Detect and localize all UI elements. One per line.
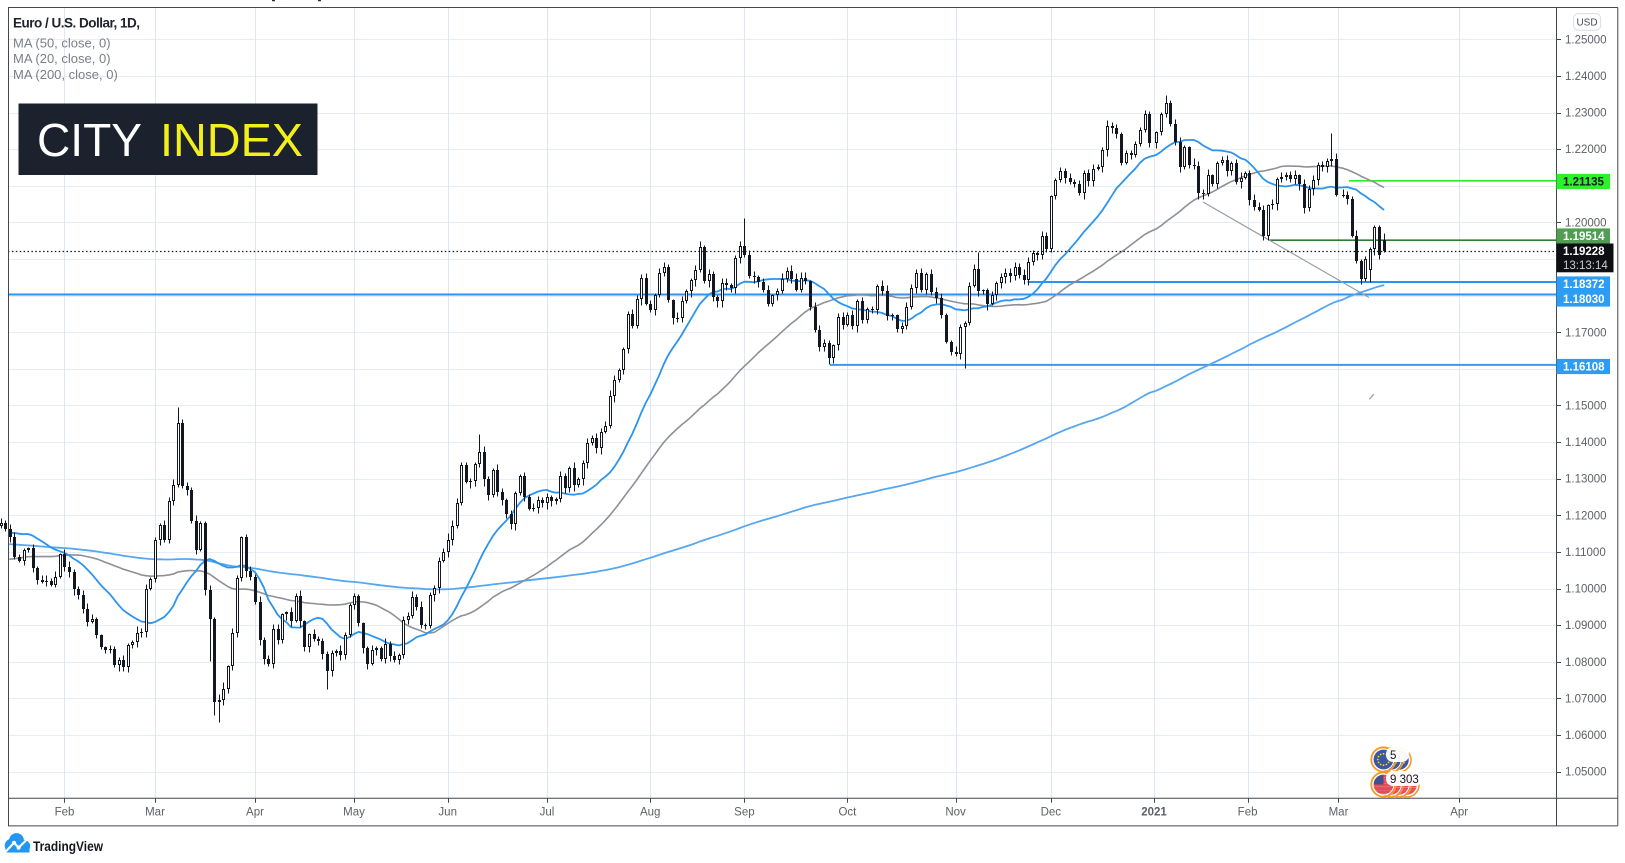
svg-text:Jun: Jun bbox=[438, 807, 457, 819]
svg-text:1.20000: 1.20000 bbox=[1565, 217, 1607, 229]
svg-text:1.08000: 1.08000 bbox=[1565, 657, 1607, 669]
svg-text:Sep: Sep bbox=[734, 807, 754, 819]
svg-text:2021: 2021 bbox=[1141, 807, 1167, 819]
svg-text:1.14000: 1.14000 bbox=[1565, 437, 1607, 449]
svg-text:1.12000: 1.12000 bbox=[1565, 510, 1607, 522]
svg-text:1.19514: 1.19514 bbox=[1563, 231, 1605, 243]
svg-text:Euro / U.S. Dollar, 1D,: Euro / U.S. Dollar, 1D, bbox=[13, 16, 140, 31]
svg-text:Oct: Oct bbox=[838, 807, 857, 819]
svg-text:1.23000: 1.23000 bbox=[1565, 108, 1607, 120]
svg-text:Jul: Jul bbox=[540, 807, 555, 819]
svg-text:Apr: Apr bbox=[246, 807, 264, 819]
svg-text:Aug: Aug bbox=[640, 807, 660, 819]
svg-text:Dec: Dec bbox=[1041, 807, 1062, 819]
svg-text:1.05000: 1.05000 bbox=[1565, 767, 1607, 779]
svg-text:May: May bbox=[343, 807, 365, 819]
svg-text:1.15000: 1.15000 bbox=[1565, 401, 1607, 413]
svg-text:MA (50, close, 0): MA (50, close, 0) bbox=[13, 36, 111, 51]
svg-text:1.22000: 1.22000 bbox=[1565, 144, 1607, 156]
svg-text:Mar: Mar bbox=[145, 807, 165, 819]
svg-text:Feb: Feb bbox=[1238, 807, 1258, 819]
svg-text:Apr: Apr bbox=[1450, 807, 1468, 819]
svg-text:TradingView: TradingView bbox=[33, 839, 104, 854]
svg-text:Mar: Mar bbox=[1329, 807, 1349, 819]
svg-text:1.09000: 1.09000 bbox=[1565, 620, 1607, 632]
svg-text:5: 5 bbox=[1390, 750, 1396, 762]
svg-text:1.24000: 1.24000 bbox=[1565, 71, 1607, 83]
svg-text:1.25000: 1.25000 bbox=[1565, 34, 1607, 46]
svg-text:1.11000: 1.11000 bbox=[1565, 547, 1606, 559]
svg-text:MA (200, close, 0): MA (200, close, 0) bbox=[13, 67, 118, 82]
svg-text:1.18030: 1.18030 bbox=[1563, 294, 1605, 306]
svg-text:1.18372: 1.18372 bbox=[1563, 279, 1605, 291]
svg-text:1.06000: 1.06000 bbox=[1565, 730, 1607, 742]
svg-text:1.13000: 1.13000 bbox=[1565, 474, 1607, 486]
svg-text:Feb: Feb bbox=[55, 807, 75, 819]
svg-text:9 303: 9 303 bbox=[1390, 774, 1419, 786]
svg-text:USD: USD bbox=[1576, 18, 1597, 29]
svg-text:1.17000: 1.17000 bbox=[1565, 327, 1607, 339]
svg-text:Nov: Nov bbox=[945, 807, 966, 819]
svg-text:MA (20, close, 0): MA (20, close, 0) bbox=[13, 51, 111, 66]
svg-text:INDEX: INDEX bbox=[160, 114, 303, 166]
svg-text:CITY: CITY bbox=[37, 114, 142, 166]
svg-text:1.07000: 1.07000 bbox=[1565, 693, 1607, 705]
svg-text:1.10000: 1.10000 bbox=[1565, 584, 1607, 596]
svg-text:1.21135: 1.21135 bbox=[1563, 177, 1605, 189]
svg-text:13:13:14: 13:13:14 bbox=[1563, 260, 1608, 272]
svg-text:1.19228: 1.19228 bbox=[1563, 246, 1605, 258]
svg-text:1.16108: 1.16108 bbox=[1563, 362, 1605, 374]
